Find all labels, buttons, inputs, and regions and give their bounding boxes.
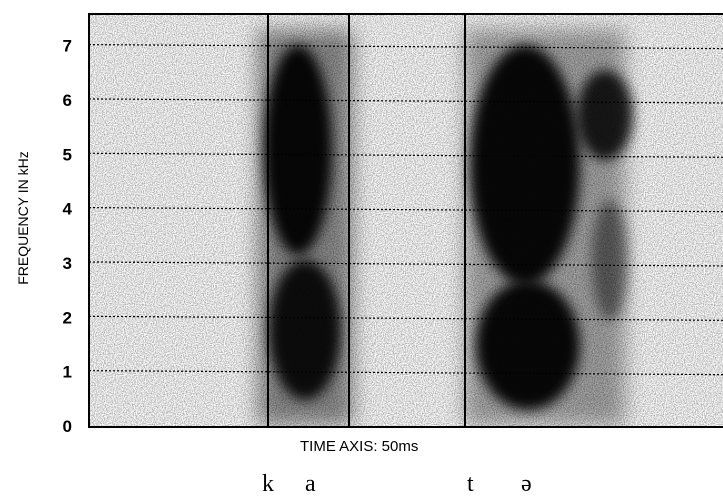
energy-blobs	[89, 14, 723, 427]
gridlines	[88, 44, 723, 376]
gridline	[88, 315, 723, 321]
gridline	[88, 370, 723, 376]
gridline	[88, 98, 723, 104]
phoneme-a: a	[305, 471, 316, 497]
x-axis-label: TIME AXIS: 50ms	[300, 438, 419, 455]
gridline	[88, 261, 723, 267]
y-tick-label: 2	[63, 308, 72, 327]
y-tick-label: 5	[63, 145, 72, 164]
phoneme-schwa: ə	[521, 471, 532, 497]
y-tick-label: 1	[63, 363, 72, 382]
y-tick-label: 7	[63, 37, 72, 56]
y-tick-label: 4	[63, 200, 73, 219]
halftone-texture	[89, 14, 723, 427]
phoneme-t: t	[467, 471, 474, 497]
y-tick-label: 3	[63, 254, 72, 273]
y-tick-label: 0	[63, 417, 72, 436]
segment-dividers	[267, 14, 466, 427]
gridline	[88, 152, 723, 158]
y-tick-label: 6	[63, 91, 72, 110]
y-axis-label: FREQUENCY IN kHz	[15, 151, 31, 285]
plot-frame	[88, 13, 723, 428]
gridline	[88, 207, 723, 213]
gridline	[88, 44, 723, 50]
phoneme-k: k	[262, 471, 274, 497]
y-tick-labels: 0 1 2 3 4 5 6 7	[63, 37, 73, 436]
